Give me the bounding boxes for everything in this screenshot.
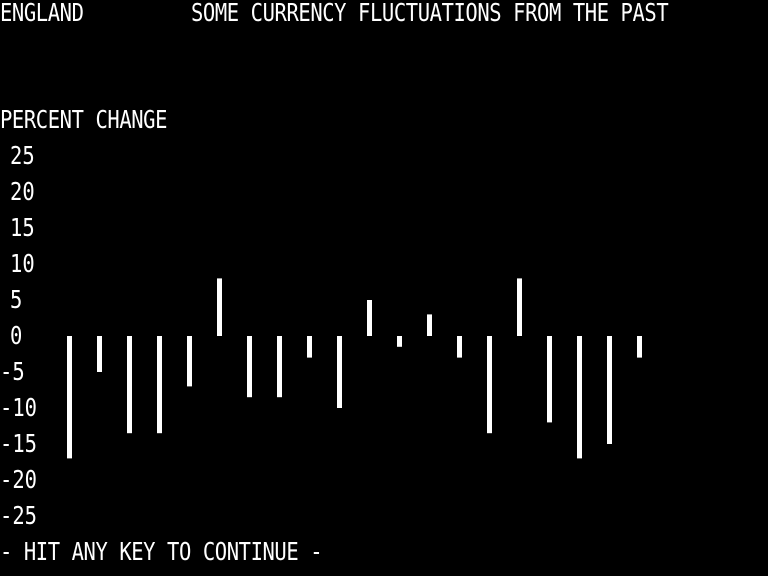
y-tick-label: 0 — [10, 321, 23, 350]
y-tick-label: 15 — [10, 213, 35, 242]
bar — [157, 336, 162, 434]
bar — [607, 336, 612, 444]
y-tick-label: 20 — [10, 177, 35, 206]
y-tick-label: 10 — [10, 249, 35, 278]
bar — [397, 336, 402, 347]
bar — [487, 336, 492, 434]
bar — [277, 336, 282, 398]
bar — [67, 336, 72, 459]
y-tick-label: -25 — [0, 501, 38, 530]
y-tick-label: -15 — [0, 429, 38, 458]
bar — [637, 336, 642, 358]
y-tick-label: 5 — [10, 285, 23, 314]
bar — [97, 336, 102, 372]
bar — [217, 278, 222, 336]
bar — [367, 300, 372, 336]
bar — [427, 314, 432, 336]
y-tick-label: -5 — [0, 357, 25, 386]
bar — [337, 336, 342, 408]
bar — [517, 278, 522, 336]
chart-title: SOME CURRENCY FLUCTUATIONS FROM THE PAST — [191, 0, 669, 27]
continue-prompt[interactable]: - HIT ANY KEY TO CONTINUE - — [0, 537, 323, 566]
bar — [457, 336, 462, 358]
bar — [547, 336, 552, 423]
y-axis-label: PERCENT CHANGE — [0, 105, 168, 134]
country-label: ENGLAND — [0, 0, 84, 27]
y-tick-label: -10 — [0, 393, 38, 422]
bar — [127, 336, 132, 434]
y-tick-label: -20 — [0, 465, 38, 494]
bar — [577, 336, 582, 459]
bar — [307, 336, 312, 358]
y-tick-label: 25 — [10, 141, 35, 170]
bar — [247, 336, 252, 398]
bar — [187, 336, 192, 387]
